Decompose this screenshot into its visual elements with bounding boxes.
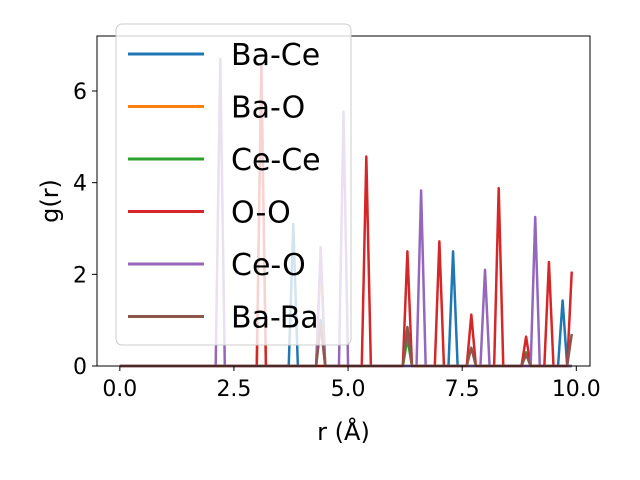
x-tick-label: 2.5	[216, 377, 251, 402]
legend-label: Ba-Ba	[231, 301, 319, 336]
legend-label: Ce-O	[231, 248, 306, 283]
x-axis-label: r (Å)	[317, 417, 370, 446]
x-tick-label: 5.0	[331, 377, 366, 402]
y-axis-label: g(r)	[36, 179, 64, 223]
legend-label: Ba-Ce	[231, 38, 320, 73]
y-tick-label: 6	[73, 80, 87, 105]
y-tick-label: 2	[73, 263, 87, 288]
x-tick-label: 7.5	[445, 377, 480, 402]
x-axis-ticks: 0.0 2.5 5.0 7.5 10.0	[102, 366, 601, 402]
legend: Ba-Ce Ba-O Ce-Ce O-O Ce-O Ba-Ba	[115, 23, 352, 346]
legend-label: O-O	[231, 196, 291, 231]
legend-label: Ba-O	[231, 91, 305, 126]
x-tick-label: 10.0	[552, 377, 601, 402]
x-tick-label: 0.0	[102, 377, 137, 402]
legend-label: Ce-Ce	[231, 143, 321, 178]
y-tick-label: 0	[73, 355, 87, 380]
y-axis-ticks: 0 2 4 6	[73, 80, 97, 380]
y-tick-label: 4	[73, 172, 87, 197]
